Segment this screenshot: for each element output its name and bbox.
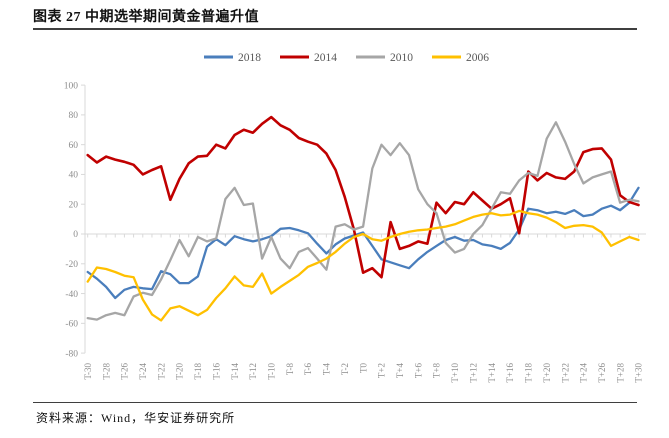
- source-note: 资料来源：Wind，华安证券研究所: [36, 411, 236, 425]
- x-axis-label: T+10: [450, 363, 460, 383]
- series-line-2014: [86, 115, 640, 279]
- x-axis-label: T+18: [524, 363, 534, 383]
- series-line-2018: [86, 186, 640, 300]
- x-axis-label: T-20: [175, 363, 185, 380]
- x-axis-label: T-28: [101, 363, 111, 380]
- x-axis-label: T-24: [138, 363, 148, 380]
- legend-label-2014: 2014: [314, 52, 337, 64]
- series-line-2006: [86, 209, 640, 322]
- y-axis-label: 20: [69, 200, 79, 210]
- x-axis-label: T-16: [211, 363, 221, 380]
- legend-label-2006: 2006: [466, 52, 489, 64]
- x-axis-label: T-8: [285, 363, 295, 376]
- x-axis-label: T+22: [560, 363, 570, 383]
- y-axis-label: -60: [65, 320, 78, 330]
- x-axis-label: T-4: [322, 363, 332, 376]
- x-axis-label: T-10: [267, 363, 277, 380]
- x-axis-label: T+14: [487, 363, 497, 383]
- y-axis-label: 80: [69, 111, 79, 121]
- x-axis-label: T0: [358, 363, 368, 373]
- chart-title: 图表 27 中期选举期间黄金普遍升值: [33, 10, 259, 25]
- legend-label-2010: 2010: [390, 52, 413, 64]
- x-axis-label: T-2: [340, 363, 350, 375]
- y-axis-label: -80: [65, 349, 78, 359]
- y-axis-label: 40: [69, 171, 79, 181]
- x-axis-label: T-6: [303, 363, 313, 376]
- y-axis-label: 60: [69, 141, 79, 151]
- x-axis-label: T+8: [432, 363, 442, 379]
- legend-label-2018: 2018: [238, 52, 261, 64]
- x-axis-label: T+6: [413, 363, 423, 379]
- footer-rule: [33, 402, 637, 403]
- x-axis-label: T+2: [377, 363, 387, 378]
- x-axis-label: T-14: [230, 363, 240, 380]
- y-axis-label: -40: [65, 290, 78, 300]
- x-axis-label: T+28: [615, 363, 625, 383]
- x-axis-label: T+30: [634, 363, 644, 383]
- x-axis-label: T+4: [395, 363, 405, 379]
- x-axis-label: T+12: [468, 363, 478, 383]
- series-line-2010: [86, 121, 640, 321]
- y-axis-label: 0: [73, 230, 78, 240]
- x-axis-label: T+26: [597, 363, 607, 383]
- x-axis-label: T-18: [193, 363, 203, 380]
- x-axis-label: T-26: [120, 363, 130, 380]
- x-axis-label: T+24: [579, 363, 589, 383]
- y-axis-label: 100: [64, 81, 79, 91]
- x-axis-label: T-12: [248, 363, 258, 380]
- x-axis-label: T-22: [156, 363, 166, 380]
- x-axis-label: T+20: [542, 363, 552, 383]
- y-axis-label: -20: [65, 260, 78, 270]
- x-axis-label: T+16: [505, 363, 515, 383]
- title-underline: [33, 28, 637, 30]
- x-axis-label: T-30: [83, 363, 93, 380]
